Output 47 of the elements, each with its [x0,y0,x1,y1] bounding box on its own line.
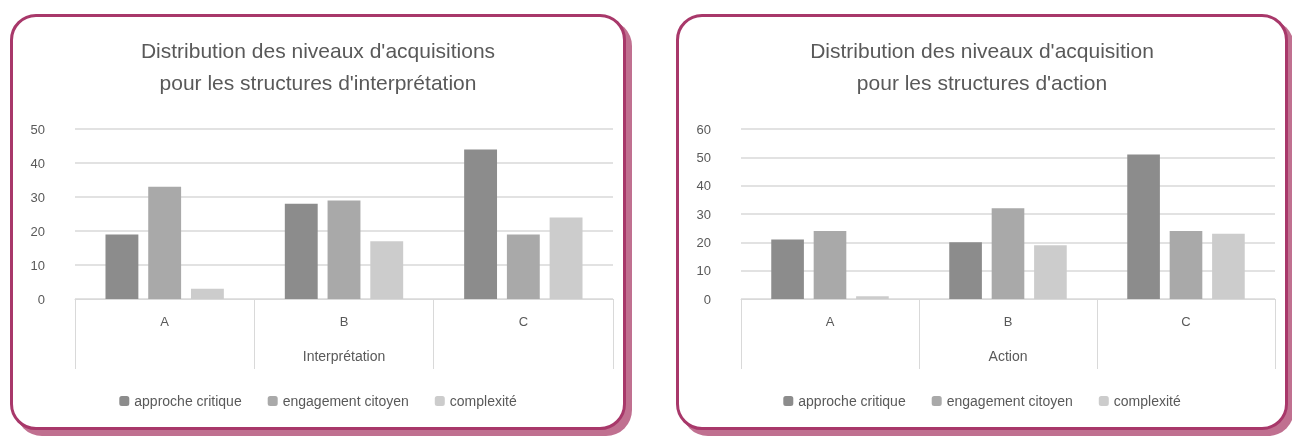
legend-label: complexité [1113,393,1181,409]
y-tick-label: 30 [696,206,711,222]
x-tick-label: A [160,314,170,329]
legend-label: complexité [449,393,517,409]
bar [506,234,540,299]
bar [190,288,224,299]
y-tick-label: 10 [696,263,711,279]
bar [1127,154,1160,299]
bar [1169,231,1203,299]
x-tick-label: B [339,314,349,329]
bar [284,203,318,299]
y-tick-label: 0 [37,291,45,307]
y-tick-label: 20 [30,223,45,239]
y-tick-label: 0 [703,291,711,307]
y-tick-label: 10 [30,257,45,273]
bar [370,241,404,299]
legend-label: engagement citoyen [946,393,1073,409]
chart-title: Distribution des niveaux d'acquisition pour les structures d'action [810,38,1154,94]
y-tick-label: 50 [30,121,45,137]
chart-title: Distribution des niveaux d'acquisitions pour les structures d'interprétation [140,38,496,94]
x-axis-title: Action [988,348,1028,364]
x-tick-label: C [518,314,529,329]
x-tick-label: C [1181,314,1191,329]
y-tick-label: 40 [30,155,45,171]
x-axis-title: Interprétation [302,348,386,364]
y-tick-label: 50 [696,149,711,165]
bar [105,234,139,299]
bar [549,217,583,299]
bar [464,149,498,299]
legend-label: approche critique [134,393,242,409]
bar [1034,245,1067,299]
bar [327,200,361,299]
bar [148,186,182,299]
legend-label: engagement citoyen [282,393,409,409]
y-tick-label: 40 [696,178,711,194]
bar [856,296,889,299]
y-tick-label: 30 [30,189,45,205]
bar [813,231,847,299]
bar [1212,233,1245,299]
bar [991,208,1025,299]
y-tick-label: 20 [696,234,711,250]
y-tick-label: 60 [696,121,711,137]
x-tick-label: B [1003,314,1013,329]
bar [771,239,804,299]
x-tick-label: A [825,314,835,329]
legend-label: approche critique [798,393,906,409]
bar [949,242,982,299]
